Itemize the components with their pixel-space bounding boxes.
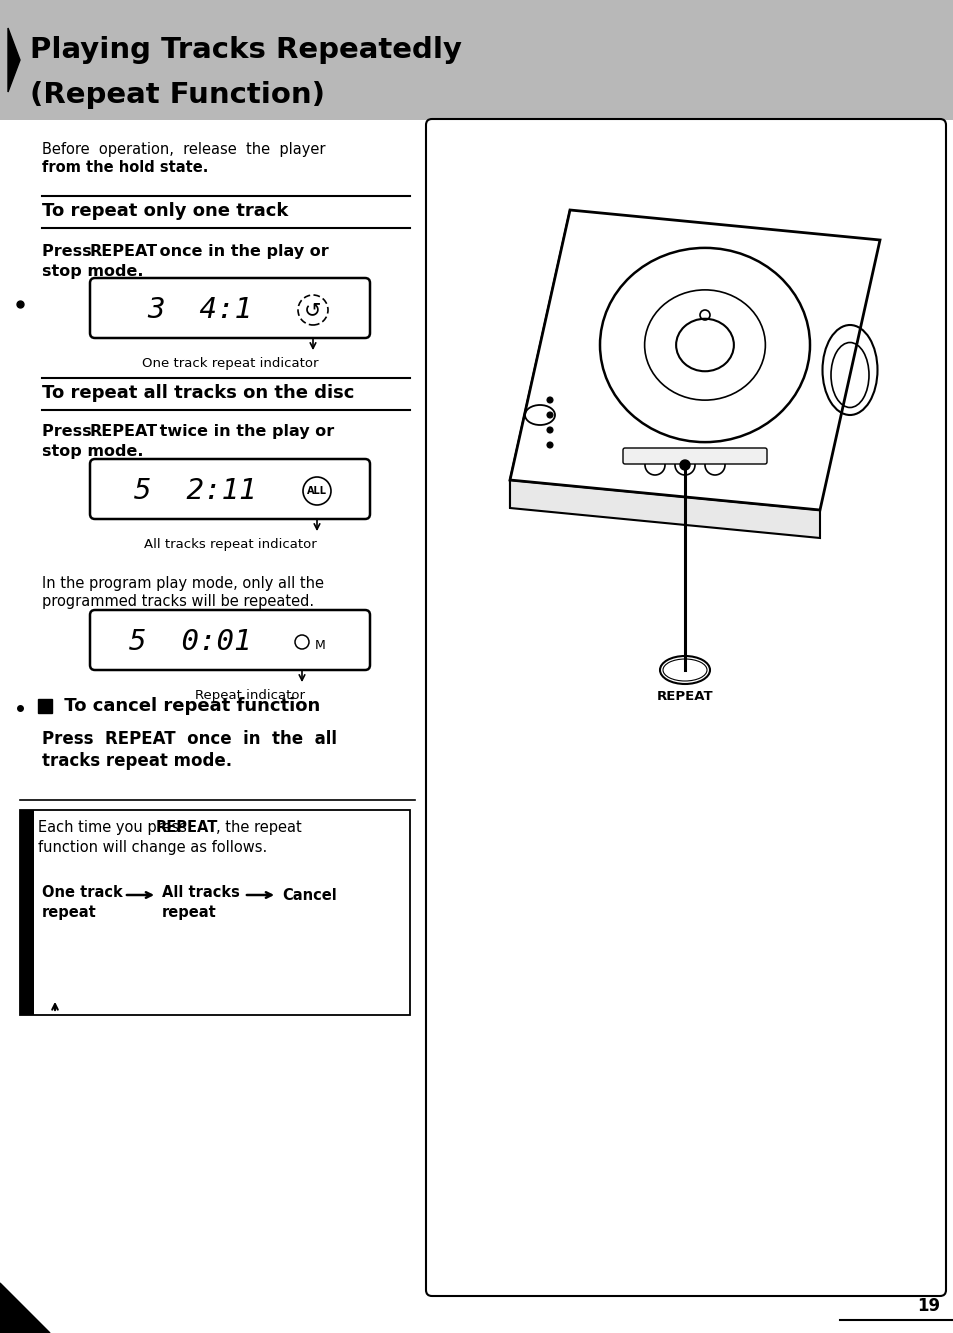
Polygon shape <box>8 28 20 92</box>
Text: (Repeat Function): (Repeat Function) <box>30 81 325 109</box>
Text: once in the play or: once in the play or <box>153 244 329 259</box>
Text: To repeat all tracks on the disc: To repeat all tracks on the disc <box>42 384 354 403</box>
FancyBboxPatch shape <box>622 448 766 464</box>
Text: Cancel: Cancel <box>282 888 336 902</box>
Text: Playing Tracks Repeatedly: Playing Tracks Repeatedly <box>30 36 461 64</box>
Circle shape <box>546 397 553 403</box>
Text: In the program play mode, only all the: In the program play mode, only all the <box>42 576 324 591</box>
Text: tracks repeat mode.: tracks repeat mode. <box>42 752 232 770</box>
Text: One track: One track <box>42 885 123 900</box>
FancyBboxPatch shape <box>20 810 410 1014</box>
Polygon shape <box>0 1282 50 1333</box>
Text: Before  operation,  release  the  player: Before operation, release the player <box>42 143 325 157</box>
Text: REPEAT: REPEAT <box>90 424 158 439</box>
Text: ALL: ALL <box>307 487 327 496</box>
Text: To repeat only one track: To repeat only one track <box>42 203 288 220</box>
FancyBboxPatch shape <box>90 459 370 519</box>
FancyBboxPatch shape <box>90 279 370 339</box>
Text: REPEAT: REPEAT <box>656 690 713 702</box>
Text: All tracks repeat indicator: All tracks repeat indicator <box>144 539 316 551</box>
Text: One track repeat indicator: One track repeat indicator <box>142 357 318 371</box>
Text: repeat: repeat <box>42 905 96 920</box>
Text: twice in the play or: twice in the play or <box>153 424 334 439</box>
Circle shape <box>546 412 553 419</box>
Text: REPEAT: REPEAT <box>90 244 158 259</box>
Text: stop mode.: stop mode. <box>42 444 143 459</box>
Polygon shape <box>38 698 52 713</box>
Text: ↺: ↺ <box>304 300 321 320</box>
Text: REPEAT: REPEAT <box>156 820 218 834</box>
Text: stop mode.: stop mode. <box>42 264 143 279</box>
Text: Repeat indicator: Repeat indicator <box>194 689 305 702</box>
Text: Press  REPEAT  once  in  the  all: Press REPEAT once in the all <box>42 730 336 748</box>
Polygon shape <box>510 211 879 511</box>
Polygon shape <box>510 480 820 539</box>
Circle shape <box>546 443 553 448</box>
Text: Press: Press <box>42 244 97 259</box>
Circle shape <box>546 427 553 433</box>
Text: Each time you press: Each time you press <box>38 820 192 834</box>
Text: 3  4:1: 3 4:1 <box>148 296 253 324</box>
Text: 19: 19 <box>916 1297 939 1314</box>
FancyBboxPatch shape <box>426 119 945 1296</box>
Text: , the repeat: , the repeat <box>215 820 301 834</box>
Text: 5  0:01: 5 0:01 <box>129 628 251 656</box>
Text: function will change as follows.: function will change as follows. <box>38 840 267 854</box>
Text: Press: Press <box>42 424 97 439</box>
Text: from the hold state.: from the hold state. <box>42 160 208 175</box>
Text: repeat: repeat <box>162 905 216 920</box>
FancyBboxPatch shape <box>90 611 370 670</box>
Polygon shape <box>510 211 569 508</box>
Text: To cancel repeat function: To cancel repeat function <box>58 697 320 714</box>
Text: 5  2:11: 5 2:11 <box>133 477 256 505</box>
Text: M: M <box>314 639 325 652</box>
Bar <box>20 810 34 1014</box>
Text: All tracks: All tracks <box>162 885 239 900</box>
Circle shape <box>679 460 689 471</box>
Bar <box>0 0 953 120</box>
Text: programmed tracks will be repeated.: programmed tracks will be repeated. <box>42 595 314 609</box>
